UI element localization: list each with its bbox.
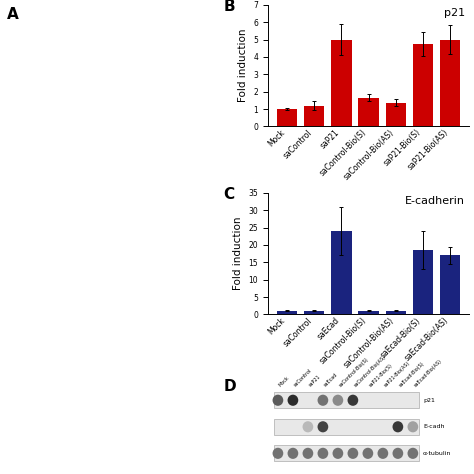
Bar — [277, 109, 297, 127]
Ellipse shape — [288, 448, 298, 459]
Ellipse shape — [392, 421, 403, 432]
Text: saControl: saControl — [293, 368, 313, 388]
Text: saP21-Bio(S): saP21-Bio(S) — [368, 363, 393, 388]
FancyBboxPatch shape — [274, 446, 419, 461]
Ellipse shape — [408, 448, 418, 459]
Text: Mock: Mock — [278, 375, 291, 388]
Ellipse shape — [377, 448, 388, 459]
Ellipse shape — [273, 448, 283, 459]
Ellipse shape — [302, 448, 313, 459]
Text: p21: p21 — [444, 9, 465, 18]
Text: p21: p21 — [423, 398, 435, 403]
Bar — [277, 311, 297, 314]
Bar — [413, 250, 433, 314]
Text: saEcad-Bio(S): saEcad-Bio(S) — [398, 361, 425, 388]
Bar — [385, 103, 406, 127]
Bar — [385, 311, 406, 314]
Bar — [440, 255, 460, 314]
Text: A: A — [7, 7, 18, 22]
Ellipse shape — [288, 395, 298, 406]
Ellipse shape — [302, 421, 313, 432]
Text: saP21: saP21 — [308, 374, 322, 388]
Ellipse shape — [363, 448, 373, 459]
FancyBboxPatch shape — [274, 419, 419, 435]
Ellipse shape — [318, 421, 328, 432]
Text: C: C — [224, 187, 235, 201]
Text: D: D — [224, 379, 236, 394]
Ellipse shape — [392, 448, 403, 459]
Text: saControl-Bio(S): saControl-Bio(S) — [338, 356, 369, 388]
Ellipse shape — [318, 395, 328, 406]
Bar — [358, 98, 379, 127]
Y-axis label: Fold induction: Fold induction — [233, 217, 243, 291]
FancyBboxPatch shape — [274, 392, 419, 408]
Ellipse shape — [318, 448, 328, 459]
Bar — [358, 311, 379, 314]
Bar — [304, 106, 325, 127]
Y-axis label: Fold induction: Fold induction — [237, 29, 248, 102]
Ellipse shape — [347, 395, 358, 406]
Text: saEcad-Bio(AS): saEcad-Bio(AS) — [413, 358, 443, 388]
Ellipse shape — [333, 448, 343, 459]
Ellipse shape — [333, 395, 343, 406]
Text: saControl-Bio(AS): saControl-Bio(AS) — [353, 354, 387, 388]
Text: E-cadherin: E-cadherin — [405, 196, 465, 206]
Bar — [331, 39, 352, 127]
Bar — [304, 311, 325, 314]
Text: α-tubulin: α-tubulin — [423, 451, 451, 456]
Ellipse shape — [273, 395, 283, 406]
Text: saEcad: saEcad — [323, 372, 339, 388]
Bar — [440, 39, 460, 127]
Bar — [331, 231, 352, 314]
Text: B: B — [224, 0, 235, 14]
Ellipse shape — [408, 421, 418, 432]
Text: E-cadh: E-cadh — [423, 424, 445, 429]
Ellipse shape — [347, 448, 358, 459]
Text: saP21-Bio(AS): saP21-Bio(AS) — [383, 360, 410, 388]
Bar — [413, 44, 433, 127]
